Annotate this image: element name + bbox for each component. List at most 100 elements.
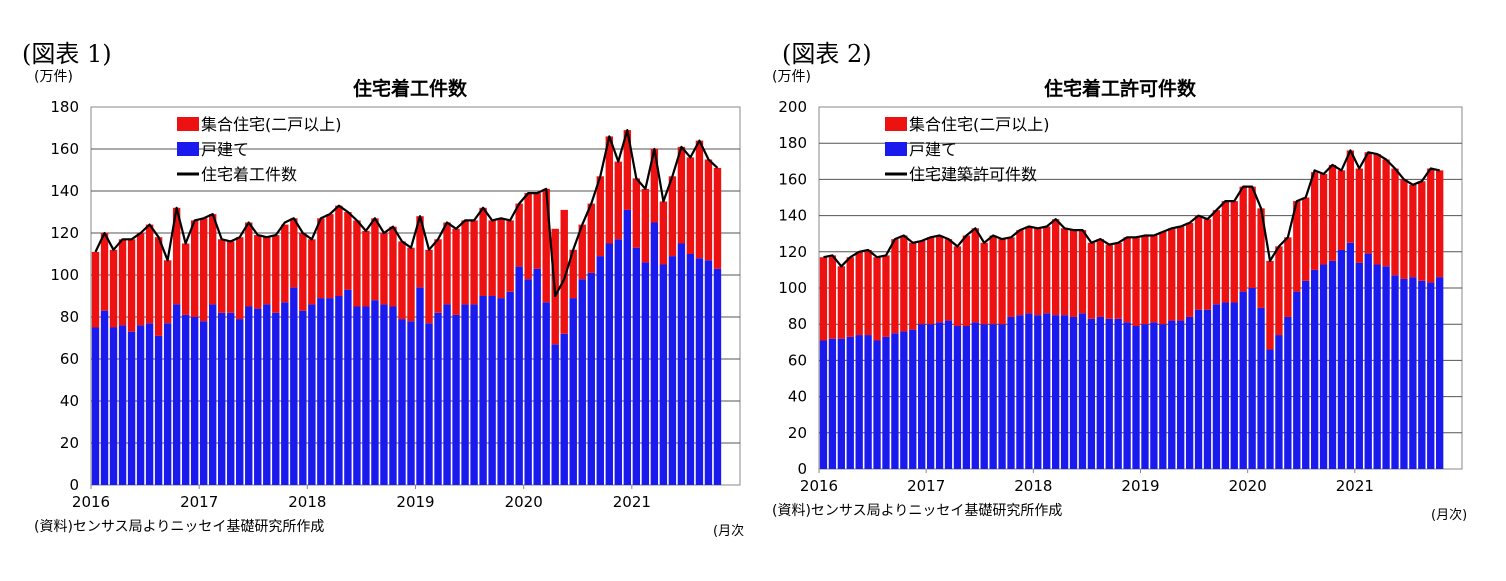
bar-multi-family (909, 242, 917, 330)
bar-multi-family (335, 205, 343, 296)
chart-title: 住宅着工許可件数 (1044, 77, 1197, 100)
bar-multi-family (1266, 260, 1274, 350)
bar-multi-family (1043, 226, 1051, 314)
bar-single-family (1239, 291, 1247, 469)
y-tick-label: 100 (50, 266, 79, 284)
y-tick-label: 80 (60, 308, 79, 326)
bar-single-family (218, 312, 226, 485)
bar-single-family (425, 323, 433, 485)
bar-multi-family (1025, 226, 1033, 314)
x-tick-label: 2021 (613, 493, 651, 511)
bar-multi-family (1302, 197, 1310, 281)
bar-single-family (362, 306, 370, 485)
bar-multi-family (218, 239, 226, 313)
bar-multi-family (1150, 235, 1158, 323)
bar-multi-family (1328, 164, 1337, 261)
y-tick-label: 40 (60, 392, 79, 410)
bar-single-family (623, 209, 632, 485)
bar-multi-family (900, 235, 908, 332)
x-tick-label: 2019 (1121, 477, 1159, 495)
bar-single-family (281, 302, 289, 485)
bar-single-family (443, 304, 451, 485)
bar-single-family (596, 256, 604, 485)
bar-single-family (236, 319, 244, 485)
bar-single-family (1212, 304, 1221, 469)
bar-single-family (145, 323, 154, 485)
bar-multi-family (127, 239, 136, 332)
bar-single-family (308, 304, 316, 485)
y-tick-label: 120 (778, 243, 807, 261)
y-tick-label: 60 (60, 350, 79, 368)
bar-multi-family (650, 149, 659, 223)
y-tick-label: 180 (50, 98, 79, 116)
bar-single-family (1150, 322, 1158, 469)
bar-single-family (371, 300, 379, 485)
legend-single-swatch (885, 142, 907, 156)
x-unit-label: (月次) (1431, 507, 1467, 523)
bar-multi-family (989, 235, 997, 325)
bar-single-family (506, 291, 514, 485)
bar-single-family (1319, 264, 1328, 469)
bar-single-family (1159, 324, 1167, 469)
bar-multi-family (1400, 179, 1408, 279)
bar-multi-family (944, 239, 953, 321)
bar-single-family (605, 243, 613, 485)
bar-multi-family (1418, 181, 1426, 281)
bar-single-family (1436, 277, 1444, 469)
bar-single-family (1087, 318, 1096, 469)
bar-multi-family (569, 249, 577, 299)
bar-multi-family (1141, 235, 1149, 325)
bar-single-family (1114, 318, 1122, 469)
bar-multi-family (1257, 208, 1265, 308)
total-line (94, 129, 719, 298)
bar-multi-family (236, 237, 244, 320)
bar-single-family (632, 247, 641, 485)
bar-multi-family (290, 218, 298, 288)
bar-single-family (1284, 316, 1292, 469)
bar-multi-family (1248, 186, 1256, 288)
bar-single-family (1257, 307, 1265, 469)
bar-multi-family (998, 239, 1006, 325)
bar-single-family (91, 327, 100, 485)
bar-multi-family (326, 214, 334, 299)
bar-single-family (1078, 313, 1087, 469)
bar-multi-family (172, 207, 181, 305)
bar-multi-family (1382, 159, 1390, 267)
bar-multi-family (1087, 242, 1096, 319)
bar-single-family (1105, 318, 1113, 469)
bar-single-family (1069, 316, 1078, 469)
bar-single-family (1346, 242, 1355, 469)
bar-single-family (989, 324, 997, 469)
bar-multi-family (1409, 184, 1417, 278)
y-tick-label: 140 (50, 182, 79, 200)
source-note: (資料)センサス局よりニッセイ基礎研究所作成 (772, 502, 1062, 519)
bar-multi-family (659, 201, 668, 265)
bar-single-family (668, 256, 677, 485)
bar-multi-family (1096, 239, 1104, 317)
bar-single-family (181, 314, 190, 485)
y-tick-label: 160 (50, 140, 79, 158)
bar-single-family (1427, 282, 1435, 469)
bar-multi-family (560, 209, 568, 334)
bar-multi-family (1355, 168, 1363, 263)
bar-single-family (326, 298, 334, 485)
bar-single-family (828, 338, 837, 469)
bar-multi-family (425, 249, 433, 324)
bar-multi-family (281, 224, 289, 303)
bar-single-family (1221, 302, 1230, 469)
chart-panel-1: (図表 1) 0 20 40 60 80 100 120 140 160 180 2016 2017 2… (22, 40, 744, 539)
bar-multi-family (416, 216, 424, 288)
bar-single-family (1230, 302, 1238, 469)
bar-single-family (569, 298, 577, 485)
bar-multi-family (91, 251, 100, 328)
bar-multi-family (1114, 242, 1122, 319)
y-tick-label: 80 (788, 315, 807, 333)
bar-multi-family (677, 146, 686, 244)
legend-single-label: 戸建て (909, 140, 957, 159)
bar-single-family (254, 308, 262, 485)
bar-single-family (551, 344, 559, 485)
bar-single-family (263, 304, 271, 485)
bar-single-family (299, 310, 307, 485)
bar-multi-family (470, 220, 478, 305)
bar-multi-family (272, 235, 280, 313)
